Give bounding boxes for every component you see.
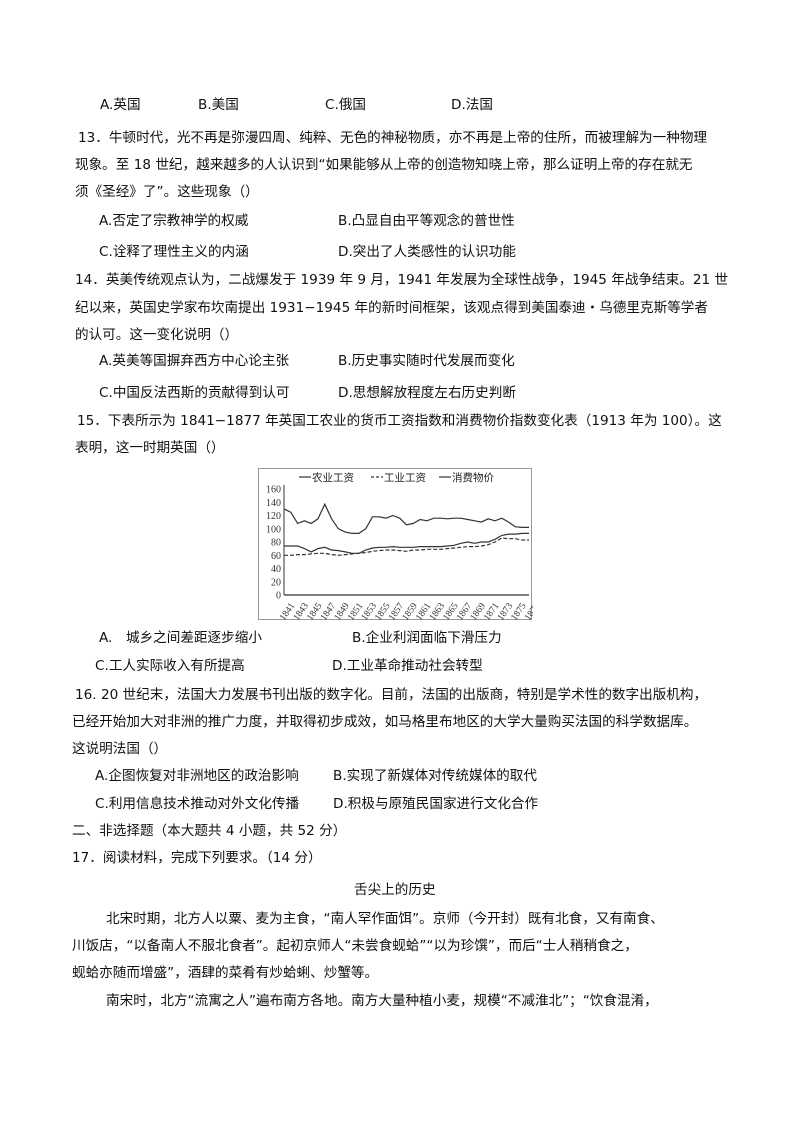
q14-option-b: B.历史事实随时代发展而变化 xyxy=(338,353,515,369)
series-line-农业工资 xyxy=(284,532,529,554)
material-line: 川饭店，“以备南人不服北食者”。起初京师人“未尝食蚬蛤”“以为珍馔”，而后“士人… xyxy=(72,938,638,954)
material-title: 舌尖上的历史 xyxy=(354,882,436,898)
material-line: 南宋时，北方“流寓之人”遍布南方各地。南方大量种植小麦，规模“不减淮北”；“饮食… xyxy=(106,993,658,1009)
y-tick-label: 0 xyxy=(276,591,281,602)
wage-price-chart: 0 20 40 60 80 100 120 140 160 1841 1843 1845 1847 184… xyxy=(258,468,533,621)
q16-option-a: A.企图恢复对非洲地区的政治影响 xyxy=(95,768,299,784)
material-line: 北宋时期，北方人以粟、麦为主食，“南人罕作面饵”。京师（今开封）既有北食，又有南… xyxy=(106,911,664,927)
y-tick-label: 120 xyxy=(266,511,281,522)
q15-option-b: B.企业利润面临下滑压力 xyxy=(352,630,502,646)
q16-line: 这说明法国（） xyxy=(72,741,168,757)
q16-line: 已经开始加大对非洲的推广力度，并取得初步成效，如马格里布地区的大学大量购买法国的… xyxy=(72,714,698,730)
q13-option-d: D.突出了人类感性的认识功能 xyxy=(338,244,516,260)
series-line-工业工资 xyxy=(284,537,529,556)
legend-label: 农业工资 xyxy=(312,471,354,484)
y-tick-label: 160 xyxy=(266,485,281,496)
q16-option-b: B.实现了新媒体对传统媒体的取代 xyxy=(333,768,537,784)
y-tick-label: 20 xyxy=(271,577,281,588)
series-line-消费物价 xyxy=(283,502,529,534)
q15-line: 15．下表所示为 1841−1877 年英国工农业的货币工资指数和消费物价指数变… xyxy=(77,413,722,429)
q14-line: 14．英美传统观点认为，二战爆发于 1939 年 9 月，1941 年发展为全球… xyxy=(75,272,729,288)
y-tick-label: 140 xyxy=(266,498,281,509)
q14-option-c: C.中国反法西斯的贡献得到认可 xyxy=(99,385,290,401)
y-tick-label: 100 xyxy=(266,524,281,535)
q13-option-a: A.否定了宗教神学的权威 xyxy=(99,213,249,229)
q13-line: 13．牛顿时代，光不再是弥漫四周、纯粹、无色的神秘物质，亦不再是上帝的住所，而被… xyxy=(78,130,708,146)
x-tick-label: 1877 xyxy=(523,601,533,621)
legend-label: 工业工资 xyxy=(384,472,426,484)
q15-line: 表明，这一时期英国（） xyxy=(75,440,225,456)
q15-option-c: C.工人实际收入有所提高 xyxy=(95,658,245,674)
q14-option-d: D.思想解放程度左右历史判断 xyxy=(338,385,516,401)
q16-option-c: C.利用信息技术推动对外文化传播 xyxy=(95,796,300,812)
q12-option-d: D.法国 xyxy=(451,97,493,113)
q15-option-d: D.工业革命推动社会转型 xyxy=(332,658,483,674)
q15-option-a: A. 城乡之间差距逐步缩小 xyxy=(99,630,262,646)
q12-option-c: C.俄国 xyxy=(325,97,367,113)
q14-option-a: A.英美等国摒弃西方中心论主张 xyxy=(99,353,290,369)
chart-svg: 0204060801001201401601841184318451847184… xyxy=(266,471,533,621)
material-line: 蚬蛤亦随而增盛”，酒肆的菜肴有炒蛤蜊、炒蟹等。 xyxy=(72,965,379,981)
q13-option-c: C.诠释了理性主义的内涵 xyxy=(99,244,249,260)
legend-label: 消费物价 xyxy=(452,471,494,484)
q16-option-d: D.积极与原殖民国家进行文化合作 xyxy=(333,796,539,812)
q12-option-a: A.英国 xyxy=(100,97,141,113)
q13-line: 须《圣经》了”。这些现象（） xyxy=(75,184,259,200)
y-tick-label: 40 xyxy=(271,564,281,575)
q13-line: 现象。至 18 世纪，越来越多的人认识到“如果能够从上帝的创造物知晓上帝，那么证… xyxy=(75,157,693,173)
q12-option-b: B.美国 xyxy=(198,97,239,113)
q16-line: 16. 20 世纪末，法国大力发展书刊出版的数字化。目前，法国的出版商，特别是学… xyxy=(75,687,708,703)
q17-stem: 17．阅读材料，完成下列要求。（14 分） xyxy=(72,850,322,866)
q14-line: 纪以来，英国史学家布坎南提出 1931−1945 年的新时间框架，该观点得到美国… xyxy=(75,300,708,316)
q13-option-b: B.凸显自由平等观念的普世性 xyxy=(338,213,515,229)
y-tick-label: 60 xyxy=(271,551,281,562)
section-heading: 二、非选择题（本大题共 4 小题，共 52 分） xyxy=(72,823,347,839)
q14-line: 的认可。这一变化说明（） xyxy=(75,327,239,343)
y-tick-label: 80 xyxy=(271,538,281,549)
